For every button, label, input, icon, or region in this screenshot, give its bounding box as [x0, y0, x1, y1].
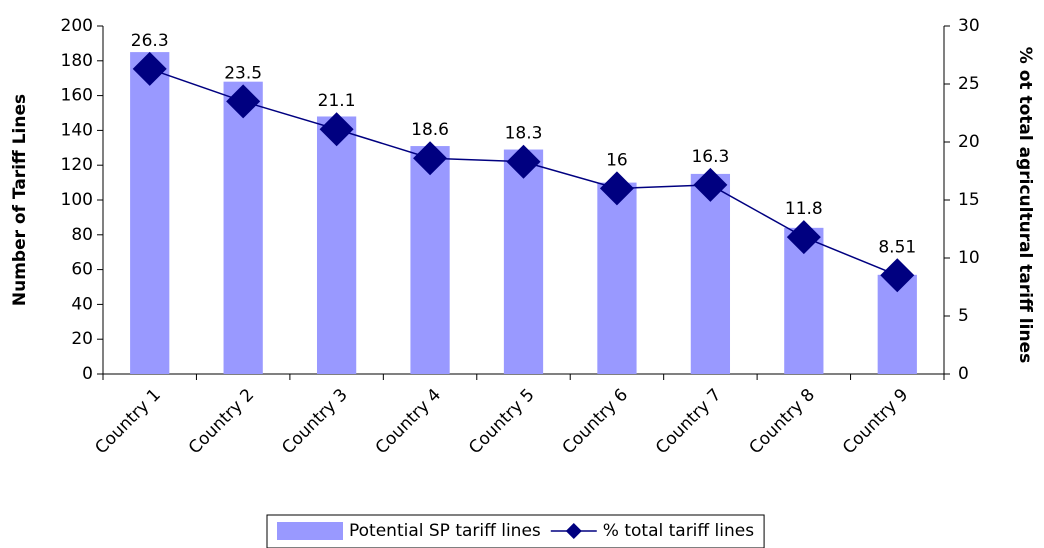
marker	[413, 141, 448, 176]
marker	[319, 112, 354, 147]
y-tick-label: 40	[71, 294, 93, 314]
data-label: 18.3	[505, 124, 543, 144]
y-axis-title: Number of Tariff Lines	[10, 94, 30, 306]
data-label: 23.5	[224, 63, 262, 83]
y2-axis-title: % ot total agricultural tariff lines	[1015, 46, 1035, 364]
legend	[266, 514, 765, 548]
y-tick-label: 80	[71, 225, 93, 245]
y-tick-label: 140	[61, 120, 93, 140]
y-tick-label: 120	[61, 155, 93, 175]
data-label: 26.3	[131, 31, 169, 51]
y-tick-label: 180	[61, 51, 93, 71]
y2-tick-label: 20	[958, 132, 980, 152]
x-tick-label: Country 3	[278, 385, 351, 458]
y2-tick-label: 0	[958, 364, 969, 384]
x-tick-label: Country 5	[465, 385, 538, 458]
y-tick-label: 200	[61, 16, 93, 36]
y2-tick-label: 5	[958, 306, 969, 326]
legend-swatch	[277, 522, 343, 540]
x-tick-label: Country 1	[91, 385, 164, 458]
y-tick-label: 60	[71, 260, 93, 280]
x-tick-label: Country 4	[372, 385, 445, 458]
bar	[503, 149, 544, 374]
marker	[786, 220, 821, 255]
data-label: 16	[606, 150, 628, 170]
data-label: 21.1	[318, 91, 356, 111]
y2-tick-label: 15	[958, 190, 980, 210]
x-tick-label: Country 2	[185, 385, 258, 458]
x-tick-label: Country 7	[652, 385, 725, 458]
marker	[226, 84, 261, 119]
x-tick-label: Country 8	[746, 385, 819, 458]
data-label: 8.51	[878, 237, 916, 257]
bar	[316, 116, 357, 374]
marker	[132, 51, 167, 86]
x-tick-label: Country 6	[559, 385, 632, 458]
data-label: 18.6	[411, 120, 449, 140]
bar	[130, 52, 170, 374]
marker	[506, 144, 541, 179]
y-tick-label: 0	[82, 364, 93, 384]
marker	[599, 171, 634, 206]
y-tick-label: 20	[71, 329, 93, 349]
bar	[223, 81, 263, 375]
x-tick-label: Country 9	[839, 385, 912, 458]
y2-tick-label: 25	[958, 74, 980, 94]
data-label: 16.3	[691, 147, 729, 167]
y-tick-label: 100	[61, 190, 93, 210]
marker	[693, 167, 728, 202]
legend-label: % total tariff lines	[603, 521, 754, 541]
y2-tick-label: 10	[958, 248, 980, 268]
legend-label: Potential SP tariff lines	[349, 521, 541, 541]
data-label: 11.8	[785, 199, 823, 219]
bar	[597, 182, 637, 374]
marker	[880, 258, 915, 293]
legend-swatch	[565, 523, 582, 539]
y2-tick-label: 30	[958, 16, 980, 36]
y-tick-label: 160	[61, 86, 93, 106]
bar	[410, 146, 450, 374]
bar	[690, 173, 731, 374]
